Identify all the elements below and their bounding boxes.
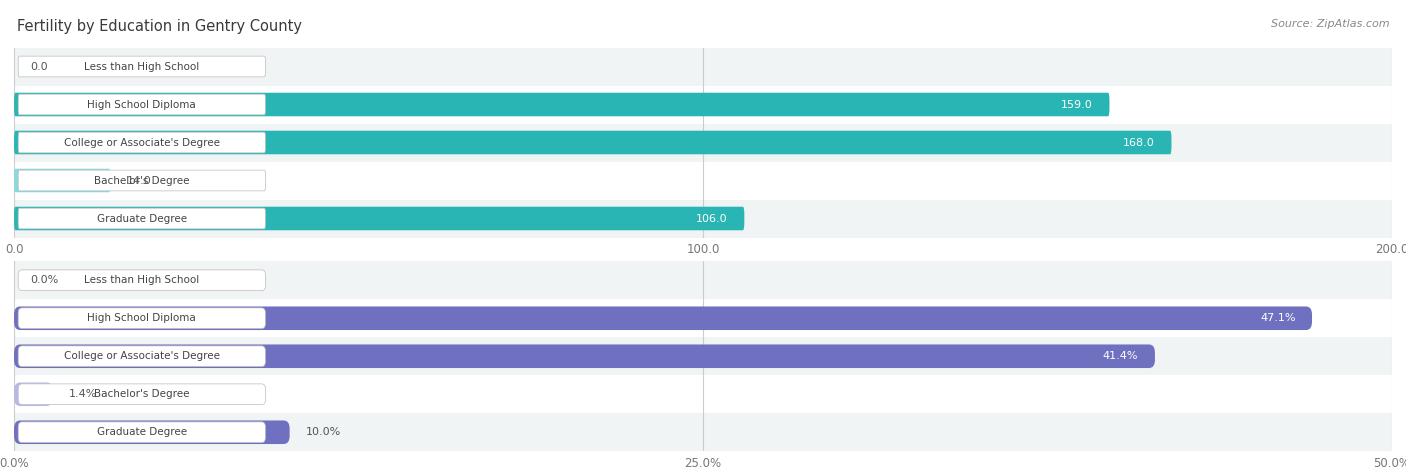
FancyBboxPatch shape <box>14 48 1392 86</box>
FancyBboxPatch shape <box>18 208 266 229</box>
Text: Fertility by Education in Gentry County: Fertility by Education in Gentry County <box>17 19 302 34</box>
FancyBboxPatch shape <box>14 169 111 192</box>
Text: Bachelor's Degree: Bachelor's Degree <box>94 389 190 399</box>
Text: Source: ZipAtlas.com: Source: ZipAtlas.com <box>1271 19 1389 29</box>
Text: 10.0%: 10.0% <box>307 427 342 437</box>
FancyBboxPatch shape <box>14 337 1392 375</box>
FancyBboxPatch shape <box>14 124 1392 162</box>
FancyBboxPatch shape <box>14 162 1392 199</box>
FancyBboxPatch shape <box>18 384 266 405</box>
FancyBboxPatch shape <box>14 299 1392 337</box>
FancyBboxPatch shape <box>14 131 1171 154</box>
FancyBboxPatch shape <box>14 382 52 406</box>
Text: 168.0: 168.0 <box>1123 137 1154 148</box>
FancyBboxPatch shape <box>14 93 1109 116</box>
FancyBboxPatch shape <box>14 413 1392 451</box>
FancyBboxPatch shape <box>18 56 266 77</box>
Text: 106.0: 106.0 <box>696 213 728 224</box>
Text: Graduate Degree: Graduate Degree <box>97 427 187 437</box>
FancyBboxPatch shape <box>18 132 266 153</box>
FancyBboxPatch shape <box>14 200 1392 238</box>
FancyBboxPatch shape <box>18 94 266 115</box>
FancyBboxPatch shape <box>14 375 1392 413</box>
Text: 47.1%: 47.1% <box>1260 313 1295 323</box>
Text: Graduate Degree: Graduate Degree <box>97 213 187 224</box>
Text: 41.4%: 41.4% <box>1102 351 1139 361</box>
FancyBboxPatch shape <box>18 422 266 443</box>
Text: 0.0%: 0.0% <box>31 275 59 285</box>
FancyBboxPatch shape <box>14 420 290 444</box>
Text: Bachelor's Degree: Bachelor's Degree <box>94 175 190 186</box>
Text: 159.0: 159.0 <box>1062 99 1092 110</box>
FancyBboxPatch shape <box>14 207 744 230</box>
FancyBboxPatch shape <box>18 346 266 367</box>
Text: College or Associate's Degree: College or Associate's Degree <box>63 137 219 148</box>
Text: High School Diploma: High School Diploma <box>87 313 197 323</box>
FancyBboxPatch shape <box>18 308 266 329</box>
Text: 0.0: 0.0 <box>31 61 48 72</box>
Text: Less than High School: Less than High School <box>84 61 200 72</box>
Text: 1.4%: 1.4% <box>69 389 97 399</box>
FancyBboxPatch shape <box>14 86 1392 124</box>
Text: College or Associate's Degree: College or Associate's Degree <box>63 351 219 361</box>
Text: 14.0: 14.0 <box>127 175 152 186</box>
Text: High School Diploma: High School Diploma <box>87 99 197 110</box>
Text: Less than High School: Less than High School <box>84 275 200 285</box>
FancyBboxPatch shape <box>14 261 1392 299</box>
FancyBboxPatch shape <box>14 306 1312 330</box>
FancyBboxPatch shape <box>18 270 266 291</box>
FancyBboxPatch shape <box>18 170 266 191</box>
FancyBboxPatch shape <box>14 344 1154 368</box>
